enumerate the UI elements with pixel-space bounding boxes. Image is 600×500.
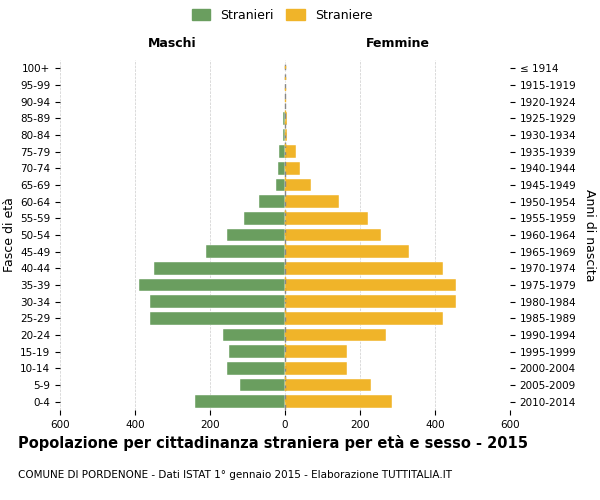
Bar <box>283 112 285 124</box>
Bar <box>285 129 287 141</box>
Bar <box>285 279 455 291</box>
Text: COMUNE DI PORDENONE - Dati ISTAT 1° gennaio 2015 - Elaborazione TUTTITALIA.IT: COMUNE DI PORDENONE - Dati ISTAT 1° genn… <box>18 470 452 480</box>
Bar <box>285 196 340 208</box>
Bar <box>223 329 285 341</box>
Bar <box>240 379 285 391</box>
Bar <box>285 229 380 241</box>
Bar <box>285 179 311 192</box>
Bar <box>227 229 285 241</box>
Bar <box>285 346 347 358</box>
Bar <box>283 129 285 141</box>
Bar <box>150 312 285 324</box>
Legend: Stranieri, Straniere: Stranieri, Straniere <box>189 6 375 24</box>
Bar <box>285 296 455 308</box>
Bar <box>285 246 409 258</box>
Text: Popolazione per cittadinanza straniera per età e sesso - 2015: Popolazione per cittadinanza straniera p… <box>18 435 528 451</box>
Bar <box>285 112 287 124</box>
Bar <box>285 312 443 324</box>
Bar <box>259 196 285 208</box>
Bar <box>280 146 285 158</box>
Bar <box>277 162 285 174</box>
Y-axis label: Anni di nascita: Anni di nascita <box>583 188 596 281</box>
Bar <box>285 362 347 374</box>
Bar <box>285 212 367 224</box>
Bar <box>150 296 285 308</box>
Bar <box>206 246 285 258</box>
Text: Femmine: Femmine <box>365 37 430 50</box>
Text: Maschi: Maschi <box>148 37 197 50</box>
Bar <box>154 262 285 274</box>
Y-axis label: Fasce di età: Fasce di età <box>3 198 16 272</box>
Bar <box>275 179 285 192</box>
Bar <box>285 379 371 391</box>
Bar <box>285 396 392 408</box>
Bar <box>285 162 300 174</box>
Bar <box>285 262 443 274</box>
Bar <box>229 346 285 358</box>
Bar <box>285 146 296 158</box>
Bar <box>195 396 285 408</box>
Bar <box>227 362 285 374</box>
Bar <box>244 212 285 224</box>
Bar <box>285 329 386 341</box>
Bar <box>139 279 285 291</box>
